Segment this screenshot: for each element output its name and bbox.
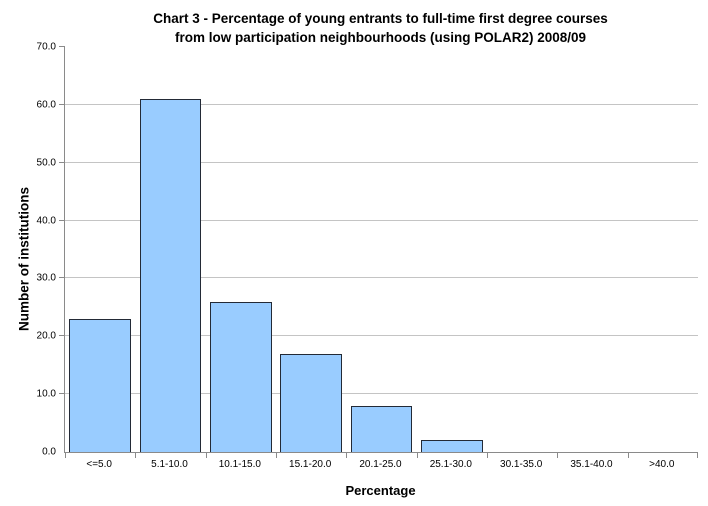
bar bbox=[209, 301, 272, 452]
x-axis-tick bbox=[135, 452, 137, 458]
bar bbox=[350, 405, 413, 452]
y-axis-tick-labels: 0.0 10.0 20.0 30.0 40.0 50.0 60.0 70.0 bbox=[0, 42, 56, 458]
x-axis-tick bbox=[627, 452, 629, 458]
x-tick-label: 35.1-40.0 bbox=[570, 459, 613, 470]
x-axis-tick bbox=[275, 452, 277, 458]
y-tick-label: 10.0 bbox=[36, 388, 56, 400]
x-tick-label: 15.1-20.0 bbox=[289, 459, 332, 470]
x-tick-label: 10.1-15.0 bbox=[218, 459, 261, 470]
y-axis-tick bbox=[59, 277, 65, 279]
chart-title: Chart 3 - Percentage of young entrants t… bbox=[64, 9, 697, 47]
y-tick-label: 40.0 bbox=[36, 215, 56, 227]
gridline bbox=[65, 161, 698, 163]
x-axis-tick bbox=[346, 452, 348, 458]
bar bbox=[420, 440, 483, 452]
gridline bbox=[65, 219, 698, 221]
y-axis-tick bbox=[59, 219, 65, 221]
x-tick-label: 25.1-30.0 bbox=[429, 459, 472, 470]
y-tick-label: 50.0 bbox=[36, 157, 56, 169]
x-axis-tick bbox=[486, 452, 488, 458]
x-tick-label: 30.1-35.0 bbox=[500, 459, 543, 470]
x-axis-tick bbox=[205, 452, 207, 458]
x-tick-label: 20.1-25.0 bbox=[359, 459, 402, 470]
y-tick-label: 20.0 bbox=[36, 330, 56, 342]
chart-title-line-2: from low participation neighbourhoods (u… bbox=[174, 30, 587, 45]
y-axis-tick bbox=[59, 103, 65, 105]
x-tick-label: 5.1-10.0 bbox=[151, 459, 188, 470]
chart-title-line-1: Chart 3 - Percentage of young entrants t… bbox=[153, 11, 608, 26]
gridline bbox=[65, 277, 698, 279]
y-tick-label: 70.0 bbox=[36, 41, 56, 53]
x-axis-tick bbox=[557, 452, 559, 458]
x-axis-tick bbox=[697, 452, 698, 458]
y-tick-label: 0.0 bbox=[42, 446, 56, 458]
x-axis-tick bbox=[416, 452, 418, 458]
gridline bbox=[65, 393, 698, 395]
bar bbox=[280, 353, 343, 452]
y-axis-tick bbox=[59, 161, 65, 163]
x-axis-tick-labels: <=5.0 5.1-10.0 10.1-15.0 15.1-20.0 20.1-25.0… bbox=[64, 459, 697, 472]
bar bbox=[139, 99, 202, 452]
y-axis-tick bbox=[59, 335, 65, 337]
bar bbox=[69, 318, 132, 452]
gridline bbox=[65, 335, 698, 337]
plot-area bbox=[59, 46, 698, 458]
y-axis-tick bbox=[59, 46, 65, 47]
x-axis-title: Percentage bbox=[345, 483, 416, 498]
x-tick-label: <=5.0 bbox=[86, 459, 112, 470]
y-tick-label: 60.0 bbox=[36, 99, 56, 111]
y-tick-label: 30.0 bbox=[36, 272, 56, 284]
x-tick-label: >40.0 bbox=[649, 459, 675, 470]
gridline bbox=[65, 103, 698, 105]
y-axis-tick bbox=[59, 393, 65, 395]
x-axis-tick bbox=[65, 452, 66, 458]
